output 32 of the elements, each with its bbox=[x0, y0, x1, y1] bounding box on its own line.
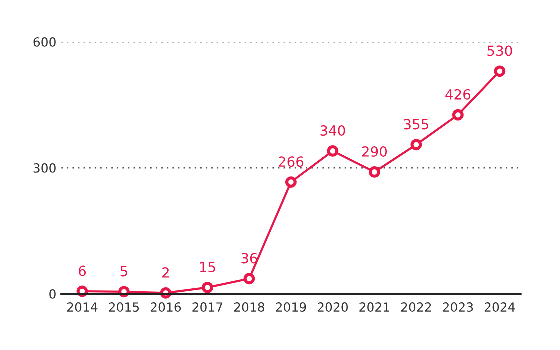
y-tick-label: 600 bbox=[34, 37, 56, 47]
data-label: 6 bbox=[79, 266, 86, 276]
x-tick-label: 2018 bbox=[234, 302, 265, 312]
x-tick-label: 2014 bbox=[67, 302, 98, 312]
x-tick-label: 2020 bbox=[318, 302, 348, 312]
point bbox=[202, 282, 214, 294]
point bbox=[410, 139, 422, 151]
x-tick-label: 2021 bbox=[360, 302, 390, 312]
data-label: 2 bbox=[162, 267, 169, 278]
y-tick-label: 0 bbox=[50, 289, 56, 299]
x-tick-label: 2024 bbox=[484, 302, 516, 312]
point bbox=[452, 109, 464, 121]
x-tick-label: 2022 bbox=[401, 302, 432, 312]
point bbox=[368, 166, 380, 178]
y-tick-label: 300 bbox=[34, 163, 56, 173]
x-tick-label: 2017 bbox=[192, 302, 223, 312]
point bbox=[494, 66, 506, 78]
data-label: 15 bbox=[200, 262, 216, 273]
point bbox=[286, 176, 297, 188]
x-tick-label: 2023 bbox=[443, 302, 474, 312]
data-label: 355 bbox=[404, 119, 428, 130]
data-label: 530 bbox=[488, 46, 512, 56]
x-tick-label: 2019 bbox=[276, 302, 306, 312]
point bbox=[244, 273, 256, 285]
x-tick-label: 2016 bbox=[150, 302, 182, 312]
data-label: 290 bbox=[362, 146, 388, 158]
data-label: 5 bbox=[120, 266, 128, 277]
point bbox=[327, 146, 339, 157]
data-label: 426 bbox=[446, 89, 471, 100]
x-tick-label: 2015 bbox=[109, 302, 140, 312]
data-label: 266 bbox=[278, 156, 304, 168]
data-label: 340 bbox=[320, 126, 346, 136]
